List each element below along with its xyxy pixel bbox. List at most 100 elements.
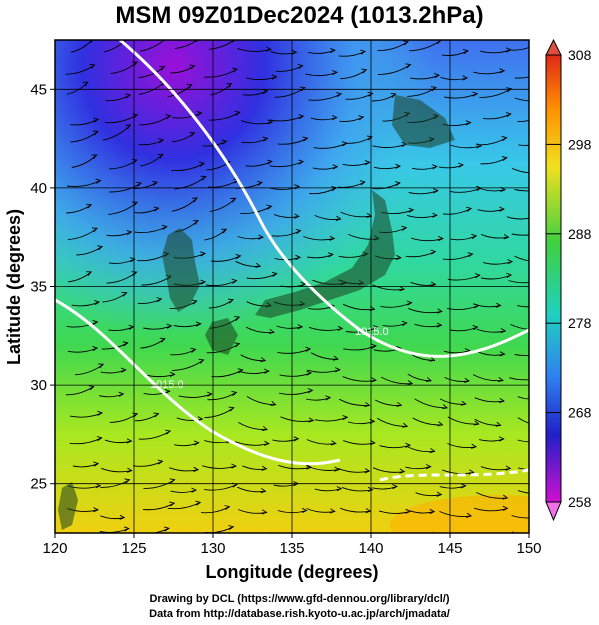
streamline-arrow [541, 139, 546, 143]
streamline [172, 535, 198, 538]
streamline-arrow [221, 139, 228, 145]
streamline-arrow [295, 254, 302, 261]
streamline [512, 167, 529, 174]
streamline-arrow [122, 341, 129, 347]
streamline-arrow [234, 316, 241, 322]
streamline-arrow [293, 436, 300, 442]
streamline [70, 118, 99, 126]
streamline-arrow [125, 124, 132, 130]
streamline-arrow [127, 34, 132, 38]
colorbar: 308 298 288 278 268 258 [545, 38, 592, 522]
streamline-arrow [406, 300, 413, 306]
streamline [308, 326, 343, 331]
streamline-arrow [538, 375, 543, 379]
streamline-arrow [195, 500, 202, 506]
streamline [450, 326, 478, 332]
contour-line [119, 40, 529, 358]
streamline-arrow [261, 465, 268, 471]
streamline [271, 230, 301, 237]
streamline-arrow [231, 390, 238, 396]
streamline-arrow [266, 159, 273, 165]
streamline [314, 488, 342, 492]
streamline-arrow [271, 74, 278, 80]
streamline-arrow [192, 220, 199, 225]
streamline [506, 216, 529, 220]
streamline [269, 186, 300, 191]
streamline-arrow [534, 514, 539, 518]
streamline-arrow [472, 324, 479, 331]
streamline [313, 539, 339, 541]
streamline [472, 374, 503, 382]
streamline-arrow [499, 398, 506, 404]
streamline-arrow [430, 281, 437, 287]
streamline [372, 284, 405, 291]
streamline-arrow [123, 526, 130, 532]
streamline-arrow [302, 136, 309, 142]
streamline-arrow [232, 40, 236, 43]
streamline [240, 370, 269, 375]
streamline-arrow [226, 83, 233, 88]
streamline-arrow [156, 297, 163, 303]
streamline [309, 187, 337, 195]
streamline-arrow [538, 114, 543, 118]
streamline-arrow [93, 461, 100, 467]
streamline-arrow [118, 391, 125, 397]
streamline [347, 420, 375, 425]
streamline [142, 502, 175, 511]
streamline-arrow [124, 478, 131, 484]
streamline [338, 398, 370, 407]
streamline-arrow [268, 328, 275, 335]
streamline-arrow [467, 252, 474, 258]
streamlines [65, 34, 546, 541]
streamline-arrow [506, 87, 513, 93]
streamline-arrow [91, 227, 98, 233]
streamline-arrow [153, 206, 160, 212]
streamline-arrow [402, 422, 409, 428]
streamline-arrow [334, 537, 339, 541]
streamline [509, 377, 529, 381]
streamline-arrow [429, 448, 436, 454]
streamline [280, 416, 314, 422]
streamline-arrow [460, 483, 467, 489]
streamline [510, 323, 529, 330]
streamline-arrow [165, 114, 172, 120]
streamline-arrow [505, 465, 512, 471]
streamline-arrow [95, 535, 100, 539]
streamline-arrow [342, 414, 349, 421]
streamline-arrow [505, 112, 512, 118]
streamline [108, 201, 138, 215]
x-tick-label: 130 [200, 540, 225, 557]
x-tick-label: 145 [437, 540, 462, 557]
streamline [411, 534, 437, 537]
streamline-arrow [359, 180, 366, 186]
streamline [200, 506, 230, 514]
streamline-arrow [262, 425, 269, 431]
streamline-arrow [198, 358, 205, 364]
streamline-arrow [230, 197, 237, 203]
streamline-arrow [331, 114, 338, 121]
x-tick-label: 125 [121, 540, 146, 557]
streamline [444, 93, 478, 99]
streamline [308, 93, 342, 101]
streamline [476, 137, 507, 146]
streamline [245, 76, 277, 81]
streamline [306, 508, 335, 513]
streamline-arrow [467, 535, 472, 539]
streamline-arrow [367, 486, 374, 492]
streamline [269, 115, 304, 122]
streamline-arrow [96, 436, 103, 442]
streamline [476, 492, 508, 499]
streamline-arrow [396, 401, 403, 407]
streamline [208, 111, 240, 121]
streamline [380, 302, 412, 308]
streamline-arrow [91, 154, 98, 160]
streamline-arrow [165, 429, 172, 435]
streamline-arrow [502, 505, 509, 512]
streamline [376, 417, 408, 427]
streamline-arrow [538, 396, 543, 400]
y-tick-label: 30 [30, 377, 47, 394]
streamline [67, 227, 98, 241]
streamline-arrow [153, 412, 160, 418]
streamline-arrow [405, 63, 412, 69]
